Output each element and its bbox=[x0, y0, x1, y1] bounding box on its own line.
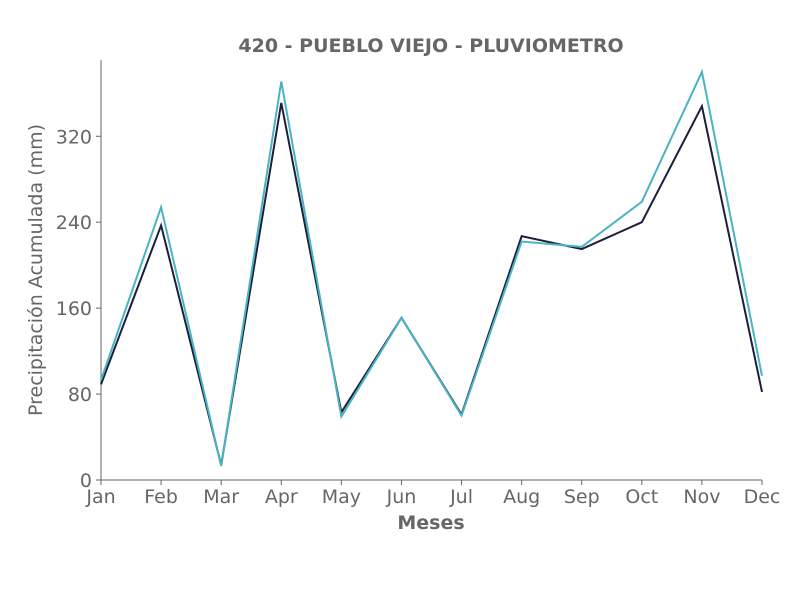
x-tick-label: Apr bbox=[265, 486, 298, 508]
chart-title: 420 - PUEBLO VIEJO - PLUVIOMETRO bbox=[238, 35, 623, 57]
x-tick-label: Sep bbox=[564, 486, 600, 508]
x-axis-label: Meses bbox=[397, 512, 464, 534]
y-tick-label: 80 bbox=[68, 384, 92, 406]
x-tick-label: Jan bbox=[85, 486, 115, 508]
y-tick-label: 240 bbox=[56, 212, 92, 234]
y-tick-label: 320 bbox=[56, 126, 92, 148]
x-tick-label: Mar bbox=[203, 486, 239, 508]
x-tick-label: May bbox=[322, 486, 361, 508]
x-tick-label: Oct bbox=[625, 486, 658, 508]
y-tick-label: 0 bbox=[80, 470, 92, 492]
x-tick-label: Jul bbox=[449, 486, 473, 508]
x-tick-label: Dec bbox=[744, 486, 781, 508]
x-tick-label: Feb bbox=[144, 486, 178, 508]
series-line-2 bbox=[100, 68, 763, 467]
y-axis-label: Precipitación Acumulada (mm) bbox=[25, 124, 47, 416]
x-tick-label: Aug bbox=[503, 486, 540, 508]
y-tick-label: 160 bbox=[56, 298, 92, 320]
x-tick-label: Jun bbox=[386, 486, 417, 508]
x-tick-label: Nov bbox=[683, 486, 720, 508]
